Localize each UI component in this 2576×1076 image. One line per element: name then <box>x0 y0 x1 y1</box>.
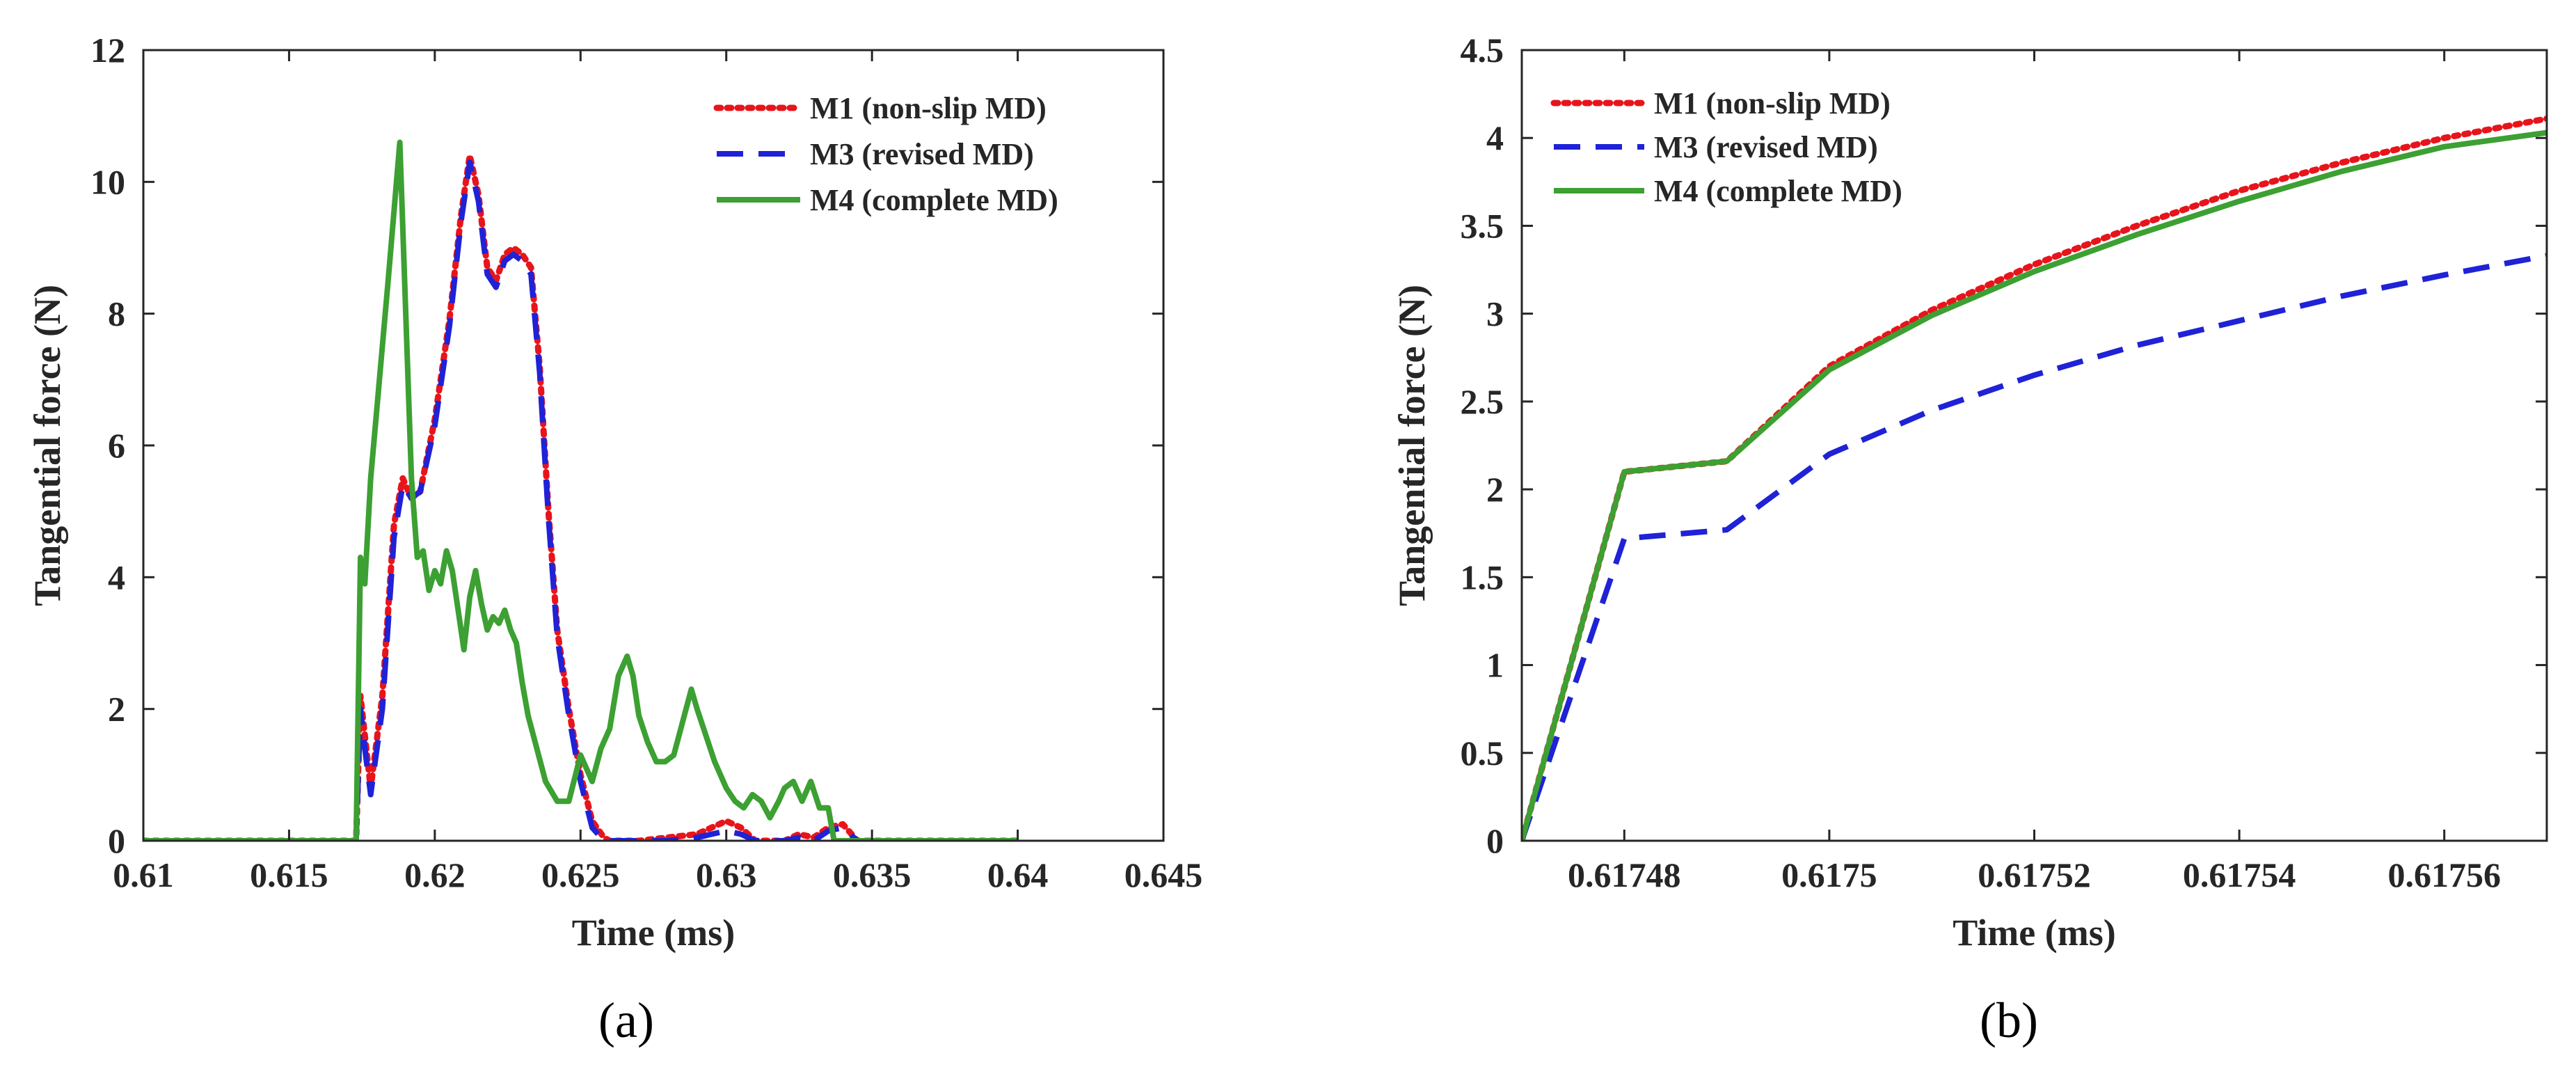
y-tick-label: 3.5 <box>1461 206 1504 245</box>
series-line-1 <box>143 152 1021 841</box>
axes-box <box>1520 49 2548 842</box>
x-axis-label: Time (ms) <box>572 912 735 954</box>
x-tick-label: 0.61756 <box>2387 855 2501 894</box>
legend-label-2: M3 (revised MD) <box>810 137 1034 171</box>
series-line-2 <box>1522 253 2547 841</box>
x-tick-label: 0.62 <box>404 855 466 894</box>
y-tick-label: 10 <box>90 162 125 201</box>
y-tick-label: 12 <box>90 31 125 70</box>
y-tick-label: 1 <box>1486 646 1504 685</box>
panel-caption: (a) <box>598 992 654 1048</box>
series-line-1 <box>1522 116 2547 841</box>
y-tick-label: 4 <box>108 557 125 596</box>
legend-label-3: M4 (complete MD) <box>810 183 1058 217</box>
y-tick-label: 0 <box>108 821 125 860</box>
x-tick-label: 0.61 <box>113 855 174 894</box>
y-tick-label: 3 <box>1486 294 1504 333</box>
x-tick-label: 0.61754 <box>2183 855 2296 894</box>
series-line-2 <box>143 159 1018 841</box>
y-tick-label: 4.5 <box>1461 31 1504 70</box>
x-tick-label: 0.64 <box>987 855 1049 894</box>
y-axis-label: Tangential force (N) <box>1391 285 1433 606</box>
y-tick-label: 2 <box>1486 470 1504 509</box>
series-line-3 <box>1522 129 2547 841</box>
x-tick-label: 0.63 <box>696 855 757 894</box>
legend-label-2: M3 (revised MD) <box>1654 130 1878 164</box>
x-tick-label: 0.615 <box>250 855 328 894</box>
y-tick-label: 6 <box>108 426 125 465</box>
x-tick-label: 0.6175 <box>1781 855 1877 894</box>
y-tick-label: 1.5 <box>1461 557 1504 596</box>
x-tick-label: 0.625 <box>541 855 620 894</box>
legend-label-1: M1 (non-slip MD) <box>1654 86 1891 120</box>
legend-label-1: M1 (non-slip MD) <box>810 91 1047 125</box>
x-axis-label: Time (ms) <box>1953 912 2115 954</box>
panel-b: 0.61748 0.6175 0.61752 0.61754 0.61756 0 0.5 1 1… <box>1391 31 2548 1048</box>
legend-label-3: M4 (complete MD) <box>1654 174 1902 208</box>
legend: M1 (non-slip MD) M3 (revised MD) M4 (compl… <box>713 91 1058 217</box>
panel-a: 0.61 0.615 0.62 0.625 0.63 0.635 0.64 0.645 0 2 4 6… <box>26 31 1202 1048</box>
y-tick-label: 8 <box>108 294 125 333</box>
y-tick-label: 0 <box>1486 821 1504 860</box>
y-tick-label: 2 <box>108 690 125 729</box>
y-axis-label: Tangential force (N) <box>26 285 68 606</box>
x-tick-label: 0.635 <box>833 855 912 894</box>
x-tick-label: 0.645 <box>1124 855 1203 894</box>
y-tick-label: 4 <box>1486 118 1504 157</box>
series-line-3 <box>143 139 1018 841</box>
x-tick-label: 0.61752 <box>1978 855 2091 894</box>
panel-caption: (b) <box>1980 992 2038 1048</box>
legend: M1 (non-slip MD) M3 (revised MD) M4 (compl… <box>1550 86 1902 208</box>
x-tick-label: 0.61748 <box>1568 855 1681 894</box>
y-tick-label: 0.5 <box>1461 734 1504 773</box>
y-tick-label: 2.5 <box>1461 382 1504 421</box>
